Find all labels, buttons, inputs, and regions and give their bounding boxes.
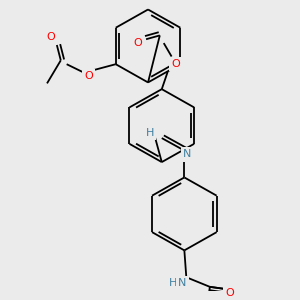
Text: N: N <box>183 149 191 159</box>
Text: O: O <box>134 38 142 48</box>
Text: O: O <box>171 59 180 69</box>
Text: H: H <box>168 278 177 288</box>
Text: N: N <box>178 278 187 288</box>
Text: H: H <box>146 128 154 138</box>
Text: O: O <box>46 32 55 42</box>
Text: O: O <box>225 288 234 298</box>
Text: O: O <box>84 71 93 81</box>
